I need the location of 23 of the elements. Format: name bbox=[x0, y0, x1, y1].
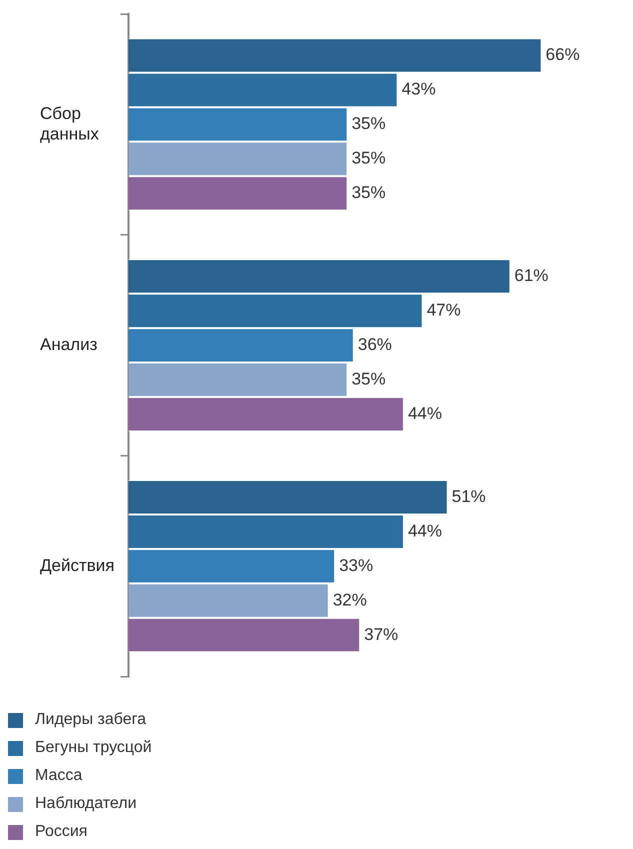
legend-label: Масса bbox=[35, 767, 82, 785]
data-label: 35% bbox=[352, 114, 386, 134]
data-label: 44% bbox=[408, 521, 442, 540]
data-label: 35% bbox=[352, 183, 386, 202]
data-label: 44% bbox=[408, 404, 442, 423]
y-tick-label: Действия bbox=[40, 556, 114, 575]
y-tick-label: Анализ bbox=[40, 334, 98, 354]
legend-label: Бегуны трусцой bbox=[35, 739, 152, 757]
data-label: 47% bbox=[426, 300, 461, 320]
legend-label: Наблюдатели bbox=[35, 795, 137, 813]
data-label: 33% bbox=[339, 556, 374, 575]
data-label: 32% bbox=[332, 590, 367, 610]
data-label: 43% bbox=[402, 80, 436, 99]
data-label: 35% bbox=[352, 369, 386, 388]
data-label: 66% bbox=[546, 45, 580, 64]
data-label: 37% bbox=[364, 624, 398, 644]
data-label: 51% bbox=[452, 486, 486, 506]
data-label: 36% bbox=[358, 334, 392, 354]
data-label: 35% bbox=[352, 148, 386, 168]
y-tick-label: Сбор данных bbox=[40, 104, 100, 144]
legend-label: Лидеры забега bbox=[35, 711, 146, 729]
data-label: 61% bbox=[514, 266, 548, 286]
legend-label: Россия bbox=[35, 823, 88, 841]
